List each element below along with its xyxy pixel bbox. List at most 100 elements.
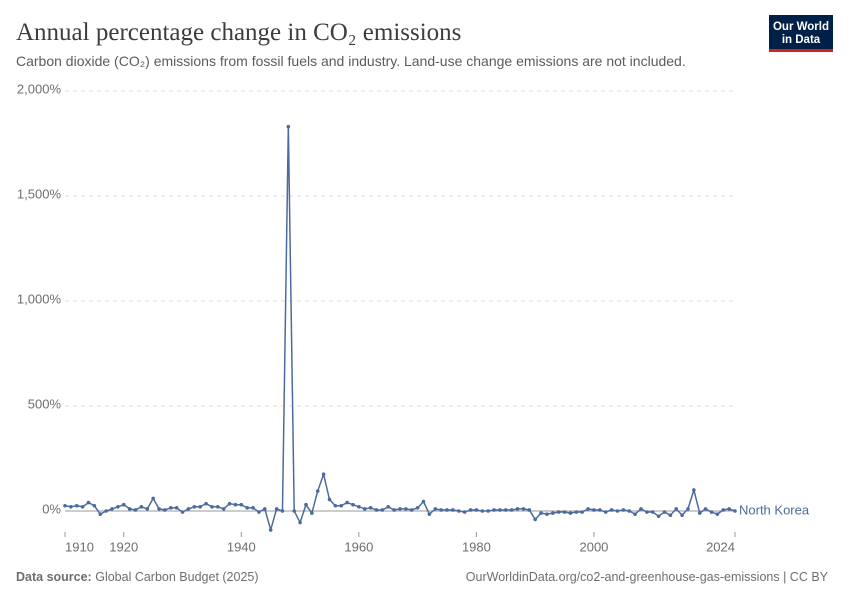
data-point [210,505,214,509]
data-point [680,513,684,517]
data-point [327,497,332,502]
y-tick-label: 1,500% [17,186,62,201]
data-point [562,510,567,514]
y-tick-label: 500% [28,396,62,411]
data-point [174,506,179,510]
logo-bar [769,49,833,52]
data-point [433,507,438,511]
data-point [627,509,632,513]
data-point [656,514,661,519]
logo-box[interactable] [769,15,833,51]
data-point [333,503,338,508]
data-point [74,503,79,508]
source-label: Data source: [16,570,92,584]
data-point [686,507,690,511]
data-point [603,510,608,514]
data-point [674,507,679,511]
x-tick-label: 2024 [706,539,735,554]
data-point [163,508,167,512]
data-point [398,507,402,511]
data-point [139,505,144,509]
data-point [486,509,490,513]
data-point [404,507,408,511]
data-point [239,502,244,507]
data-point [251,506,255,510]
data-point [556,510,561,514]
data-point [580,510,584,514]
data-point [245,506,249,510]
source: Global Carbon Budget (2025) [95,570,258,584]
data-point [69,505,73,509]
y-tick-label: 0% [42,501,61,516]
data-point [409,508,414,512]
data-point [445,508,449,512]
data-point [662,510,667,514]
data-point [345,500,349,505]
data-point [480,509,485,513]
x-tick-label: 1910 [65,539,94,554]
data-point [298,520,302,525]
data-point [192,505,197,509]
data-point [733,509,737,513]
data-point [551,511,555,515]
data-point [98,512,103,516]
data-point [697,511,702,515]
footer-url[interactable]: OurWorldinData.org/co2-and-greenhouse-ga… [466,570,829,584]
data-point [216,505,220,509]
data-point [292,509,297,513]
data-point [539,511,543,515]
data-point [304,502,308,507]
data-point [427,512,432,516]
data-point [374,508,379,512]
data-point [633,512,637,516]
data-point [204,501,208,506]
chart-subtitle: Carbon dioxide (CO₂) emissions from foss… [16,53,686,69]
data-point [456,509,461,513]
x-tick-label: 1980 [462,539,491,554]
data-point [286,124,291,129]
data-point [110,507,114,511]
data-point [310,511,314,515]
y-tick-label: 1,000% [17,291,62,306]
data-point [639,507,643,511]
data-point [598,508,602,512]
x-tick-label: 1920 [109,539,138,554]
data-point [145,507,150,511]
data-point [392,508,396,512]
data-point [503,508,508,512]
data-point [592,508,596,512]
x-tick-label: 1940 [227,539,256,554]
data-point [233,502,238,507]
data-point [274,507,279,511]
data-point [362,507,367,511]
data-point [357,505,361,509]
data-point [133,508,138,512]
logo-text: in Data [782,34,821,46]
x-tick-label: 1960 [344,539,373,554]
data-point [263,507,267,511]
data-point [439,508,443,512]
data-point [198,505,202,509]
data-point [709,510,714,514]
x-tick-label: 2000 [579,539,608,554]
data-point [668,513,673,517]
data-point [180,510,185,514]
data-point [63,503,67,508]
data-point [609,508,614,512]
data-point [692,488,696,492]
data-point [492,508,496,512]
data-point [86,500,91,505]
data-point [227,501,232,506]
data-point [615,509,620,513]
data-point [645,510,649,514]
data-point [127,507,132,511]
data-point [368,506,373,510]
data-point [703,507,708,511]
data-point [321,472,326,477]
data-point [515,507,520,511]
data-point [421,499,426,504]
footer-source: Data source: Global Carbon Budget (2025) [16,570,259,584]
data-point [104,509,108,513]
